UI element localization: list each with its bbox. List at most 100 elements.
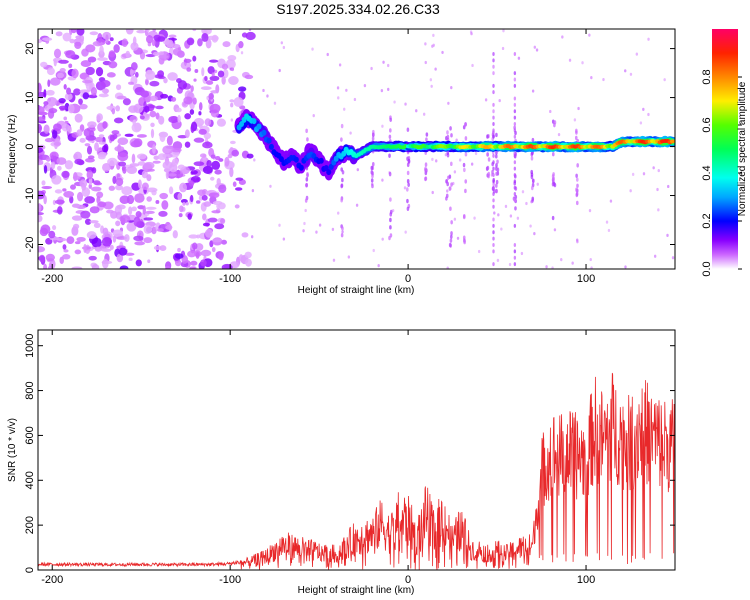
noise-blob	[193, 78, 197, 82]
noise-blob	[190, 124, 195, 134]
noise-blob	[245, 31, 256, 41]
noise-blob	[146, 196, 152, 202]
noise-blob	[241, 32, 248, 38]
noise-blob	[209, 59, 219, 63]
noise-dot	[337, 211, 340, 215]
noise-dot	[535, 48, 539, 52]
noise-dot	[635, 52, 639, 56]
noise-dot	[568, 58, 572, 62]
streak-dot	[513, 255, 517, 260]
noise-dot	[657, 208, 660, 212]
noise-blob	[189, 266, 196, 269]
noise-blob	[89, 31, 99, 36]
noise-blob	[217, 70, 225, 78]
noise-blob	[41, 180, 46, 186]
noise-blob	[188, 234, 199, 239]
noise-blob	[151, 39, 156, 47]
noise-blob	[43, 124, 50, 134]
streak-dot	[449, 126, 452, 131]
noise-dot	[508, 262, 512, 267]
noise-blob	[198, 123, 203, 129]
noise-blob	[108, 61, 118, 69]
noise-blob	[211, 246, 216, 253]
noise-blob	[63, 191, 75, 198]
noise-dot	[424, 60, 427, 65]
noise-blob	[118, 247, 128, 256]
streak-dot	[450, 231, 453, 236]
noise-blob	[129, 69, 134, 77]
noise-dot	[337, 96, 340, 100]
noise-blob	[75, 35, 82, 39]
noise-blob	[43, 263, 48, 269]
spectrogram-frame	[37, 28, 676, 270]
streak-dot	[463, 167, 466, 173]
noise-blob	[38, 147, 44, 154]
streak-dot	[495, 132, 498, 138]
noise-blob	[146, 174, 152, 182]
streak-dot	[492, 51, 495, 56]
spectrogram-y-tick-label: 10	[24, 91, 36, 103]
noise-blob	[173, 170, 184, 179]
noise-blob	[133, 235, 144, 242]
noise-dot	[253, 158, 256, 162]
streak-dot	[389, 225, 392, 230]
noise-dot	[355, 203, 359, 207]
streak-dot	[530, 156, 534, 161]
noise-blob	[200, 259, 207, 267]
noise-blob	[197, 38, 203, 47]
streak-dot	[495, 171, 498, 176]
streak-dot	[389, 197, 392, 202]
noise-blob	[146, 29, 150, 33]
noise-blob	[57, 206, 63, 215]
noise-blob	[212, 200, 223, 206]
noise-dot	[338, 63, 342, 67]
noise-blob	[184, 129, 190, 139]
noise-dot	[304, 208, 307, 213]
noise-blob	[125, 29, 134, 35]
streak-dot	[575, 187, 578, 192]
noise-blob	[241, 232, 249, 238]
noise-blob	[207, 217, 218, 223]
noise-blob	[109, 134, 115, 142]
noise-blob	[98, 93, 109, 98]
streak-dot	[305, 128, 308, 134]
noise-blob	[58, 97, 66, 104]
noise-blob	[136, 134, 147, 138]
streak-dot	[513, 83, 517, 88]
noise-blob	[76, 29, 85, 36]
noise-blob	[193, 161, 205, 167]
streak-dot	[513, 223, 517, 228]
noise-dot	[667, 184, 670, 189]
noise-blob	[86, 231, 97, 239]
noise-dot	[590, 76, 593, 80]
noise-blob	[209, 103, 221, 113]
noise-blob	[159, 192, 169, 200]
streak-dot	[492, 90, 495, 95]
streak-dot	[389, 128, 392, 133]
noise-blob	[149, 80, 160, 87]
noise-blob	[139, 115, 145, 120]
noise-dot	[381, 178, 384, 182]
noise-dot	[571, 261, 574, 265]
spectrogram-x-tick-label: 0	[405, 273, 411, 285]
noise-blob	[218, 251, 224, 261]
noise-blob	[189, 108, 195, 115]
noise-blob	[208, 92, 214, 100]
noise-blob	[57, 72, 65, 79]
noise-blob	[52, 199, 56, 205]
noise-dot	[444, 153, 448, 157]
noise-dot	[602, 77, 605, 82]
noise-blob	[106, 105, 117, 111]
noise-blob	[133, 216, 141, 227]
noise-blob	[38, 82, 42, 91]
noise-blob	[238, 254, 244, 262]
noise-blob	[233, 97, 244, 107]
noise-blob	[201, 194, 208, 201]
noise-dot	[382, 60, 385, 64]
noise-blob	[51, 174, 62, 185]
noise-blob	[182, 201, 186, 206]
noise-dot	[624, 69, 627, 73]
noise-dot	[269, 184, 272, 188]
noise-dot	[273, 101, 277, 105]
streak-dot	[513, 134, 517, 139]
